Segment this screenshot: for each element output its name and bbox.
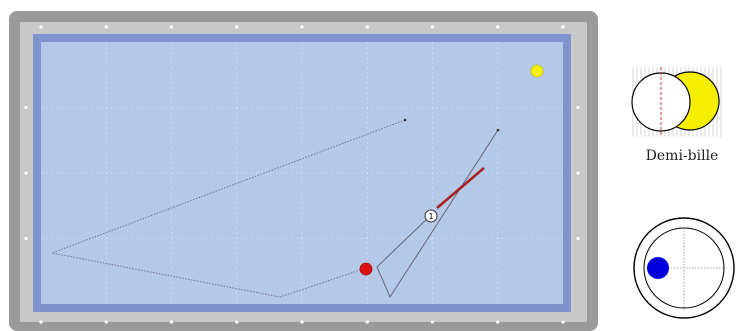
shot-trajectory <box>50 118 500 299</box>
rail-diamond <box>300 320 304 324</box>
rail-diamond <box>576 105 580 110</box>
red-ball[interactable] <box>359 262 373 276</box>
trajectory-path-solid <box>376 129 499 299</box>
rail-diamond <box>496 320 500 324</box>
contact-diagram <box>630 67 722 137</box>
rail-diamond <box>365 320 369 324</box>
cue-ball[interactable]: 1 <box>424 209 438 223</box>
spin-impact-point[interactable] <box>647 257 669 279</box>
yellow-ball[interactable] <box>530 64 544 78</box>
rail-diamond <box>561 320 565 324</box>
rail-diamond <box>300 25 304 29</box>
rail-diamond <box>365 25 369 29</box>
rail-diamond <box>496 25 500 29</box>
trajectory-end-marker <box>496 128 500 132</box>
rail-diamond <box>24 171 28 175</box>
trajectory-end-marker <box>403 118 407 122</box>
rail-diamond <box>169 320 174 324</box>
rail-diamond <box>169 25 174 29</box>
rail-diamond <box>39 25 43 29</box>
rail-diamond <box>104 25 108 29</box>
spin-diagram <box>633 217 735 319</box>
trajectory-path-dotted <box>50 119 406 298</box>
cue-stick-line <box>436 167 485 209</box>
rail-diamond <box>576 236 580 241</box>
rail-diamonds <box>24 25 580 324</box>
rail-diamond <box>39 320 43 324</box>
rail-diamond <box>24 236 28 241</box>
rail-diamond <box>561 25 565 29</box>
cloth-grid <box>41 42 563 304</box>
rail-diamond <box>24 105 28 110</box>
rail-diamond <box>235 320 239 324</box>
rail-diamond <box>576 171 580 175</box>
rail-diamond <box>430 320 435 324</box>
rail-diamond <box>235 25 239 29</box>
cue-ball-label: 1 <box>428 212 433 221</box>
rail-diamond <box>104 320 108 324</box>
billiard-table <box>9 11 598 331</box>
rail-diamond <box>430 25 435 29</box>
contact-caption: Demi-bille <box>645 148 719 164</box>
